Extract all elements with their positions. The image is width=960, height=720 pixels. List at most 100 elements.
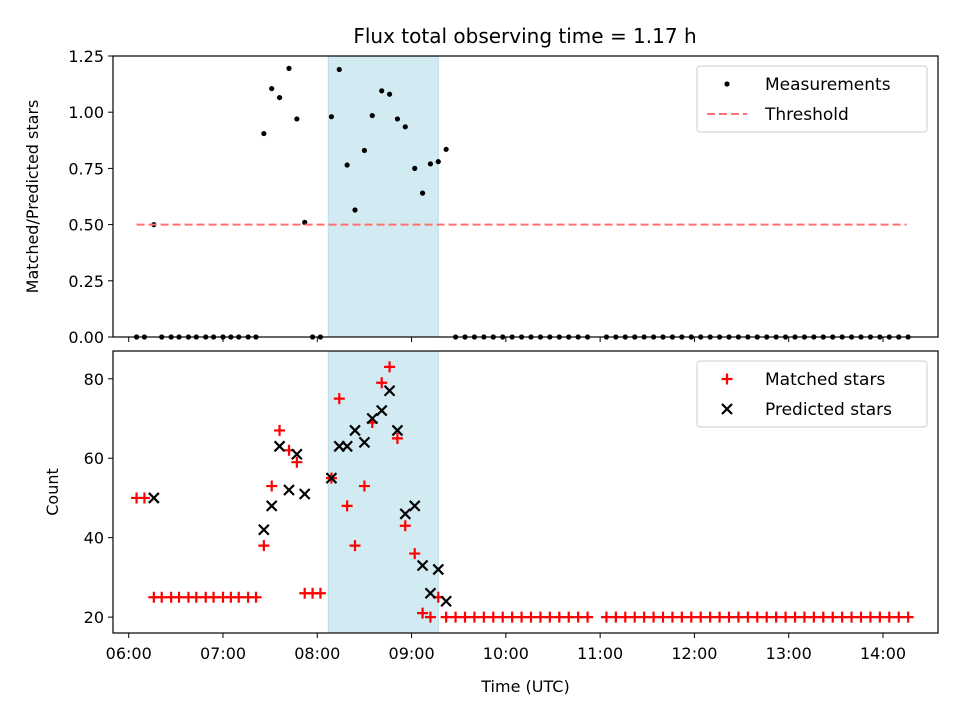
matched-star-point [902, 611, 914, 623]
matched-star-point [478, 611, 490, 623]
y-tick-label: 1.25 [68, 47, 104, 66]
measurement-point [261, 130, 267, 137]
legend: Measurements Threshold [696, 65, 928, 133]
measurement-point [344, 162, 350, 168]
predicted-star-point [265, 500, 278, 512]
matched-star-point [563, 611, 575, 623]
legend-marker [724, 81, 730, 87]
measurement-point [419, 190, 426, 196]
predicted-star-point [391, 424, 404, 437]
predicted-star-point [375, 404, 388, 417]
legend: Matched stars Predicted stars [696, 360, 928, 428]
legend-box [696, 360, 928, 428]
matched-star-point [855, 611, 867, 623]
matched-star-point [600, 611, 612, 623]
predicted-star-point [148, 492, 160, 504]
matched-star-point [208, 591, 220, 603]
matched-star-point [391, 432, 403, 444]
predicted-star-point [273, 440, 286, 453]
matched-star-point [156, 591, 168, 603]
measurement-point [269, 85, 275, 92]
data-marks [131, 361, 914, 623]
matched-star-point [780, 611, 792, 623]
matched-star-point [424, 611, 436, 623]
matched-star-point [333, 393, 345, 405]
legend-label: Measurements [765, 75, 891, 95]
matched-star-point [638, 611, 650, 623]
matched-star-point [525, 611, 537, 623]
predicted-star-point [258, 523, 270, 536]
matched-star-point [190, 591, 202, 603]
measurement-point [379, 88, 385, 94]
measurement-point [361, 147, 368, 154]
matched-star-point [417, 607, 429, 619]
measurement-point [386, 91, 393, 97]
matched-star-point [798, 611, 810, 623]
axes-frame [112, 350, 939, 634]
x-tick-label: 12:00 [671, 644, 717, 663]
matched-star-point [770, 611, 782, 623]
predicted-star-point [325, 472, 338, 484]
matched-star-point [695, 611, 707, 623]
matched-star-point [657, 611, 669, 623]
y-axis-label: Count [43, 468, 62, 516]
predicted-star-point [399, 508, 412, 520]
predicted-star-point [298, 488, 311, 500]
top-chart-title: Flux total observing time = 1.17 h [353, 24, 696, 48]
matched-star-point [610, 611, 622, 623]
matched-star-point [742, 611, 754, 623]
measurement-point [352, 207, 358, 213]
measurement-point [402, 124, 408, 130]
measurement-point [427, 161, 434, 167]
y-tick-label: 0.00 [68, 328, 104, 347]
x-tick-label: 08:00 [294, 644, 340, 663]
matched-star-point [666, 611, 678, 623]
predicted-star-point [408, 500, 421, 512]
predicted-star-point [424, 587, 437, 600]
matched-star-point [751, 611, 763, 623]
matched-star-point [619, 611, 631, 623]
matched-star-point [817, 611, 829, 623]
y-tick-label: 60 [84, 449, 104, 468]
matched-star-point [732, 611, 744, 623]
matched-star-point [459, 611, 471, 623]
highlight-span [327, 350, 439, 634]
matched-star-point [893, 611, 905, 623]
matched-star-point [808, 611, 820, 623]
measurement-point [336, 66, 342, 73]
y-tick-label: 0.50 [68, 216, 104, 235]
legend-label: Predicted stars [765, 400, 892, 420]
matched-star-point [384, 361, 396, 373]
predicted-star-point [366, 412, 379, 425]
predicted-star-point [283, 484, 295, 496]
measurement-point [294, 116, 300, 122]
legend-marker [721, 373, 733, 385]
matched-star-point [874, 611, 886, 623]
x-tick-label: 13:00 [766, 644, 812, 663]
matched-star-point [676, 611, 688, 623]
axes-frame [112, 55, 939, 338]
matched-star-point [582, 611, 594, 623]
matched-star-point [358, 480, 370, 492]
y-tick-label: 20 [84, 608, 104, 627]
x-axis-label: Time (UTC) [480, 677, 569, 696]
y-axis-label: Matched/Predicted stars [23, 100, 42, 294]
matched-star-point [138, 492, 150, 504]
predicted-star-point [291, 448, 303, 461]
matched-star-point [864, 611, 876, 623]
y-tick-label: 0.75 [68, 159, 104, 178]
matched-star-point [399, 520, 411, 532]
measurement-point [328, 114, 335, 120]
matched-star-point [349, 540, 361, 552]
predicted-star-point [383, 384, 396, 397]
matched-star-point [572, 611, 584, 623]
matched-star-point [233, 591, 245, 603]
predicted-star-point [440, 595, 452, 608]
top-panel: 0.00 0.25 0.50 0.75 1.00 1.25 Matched/Predicte… [23, 47, 939, 347]
x-tick-label: 11:00 [577, 644, 623, 663]
matched-star-point [409, 548, 421, 560]
matched-star-point [789, 611, 801, 623]
matched-star-point [723, 611, 735, 623]
measurement-point [286, 65, 292, 71]
x-tick-label: 10:00 [483, 644, 529, 663]
